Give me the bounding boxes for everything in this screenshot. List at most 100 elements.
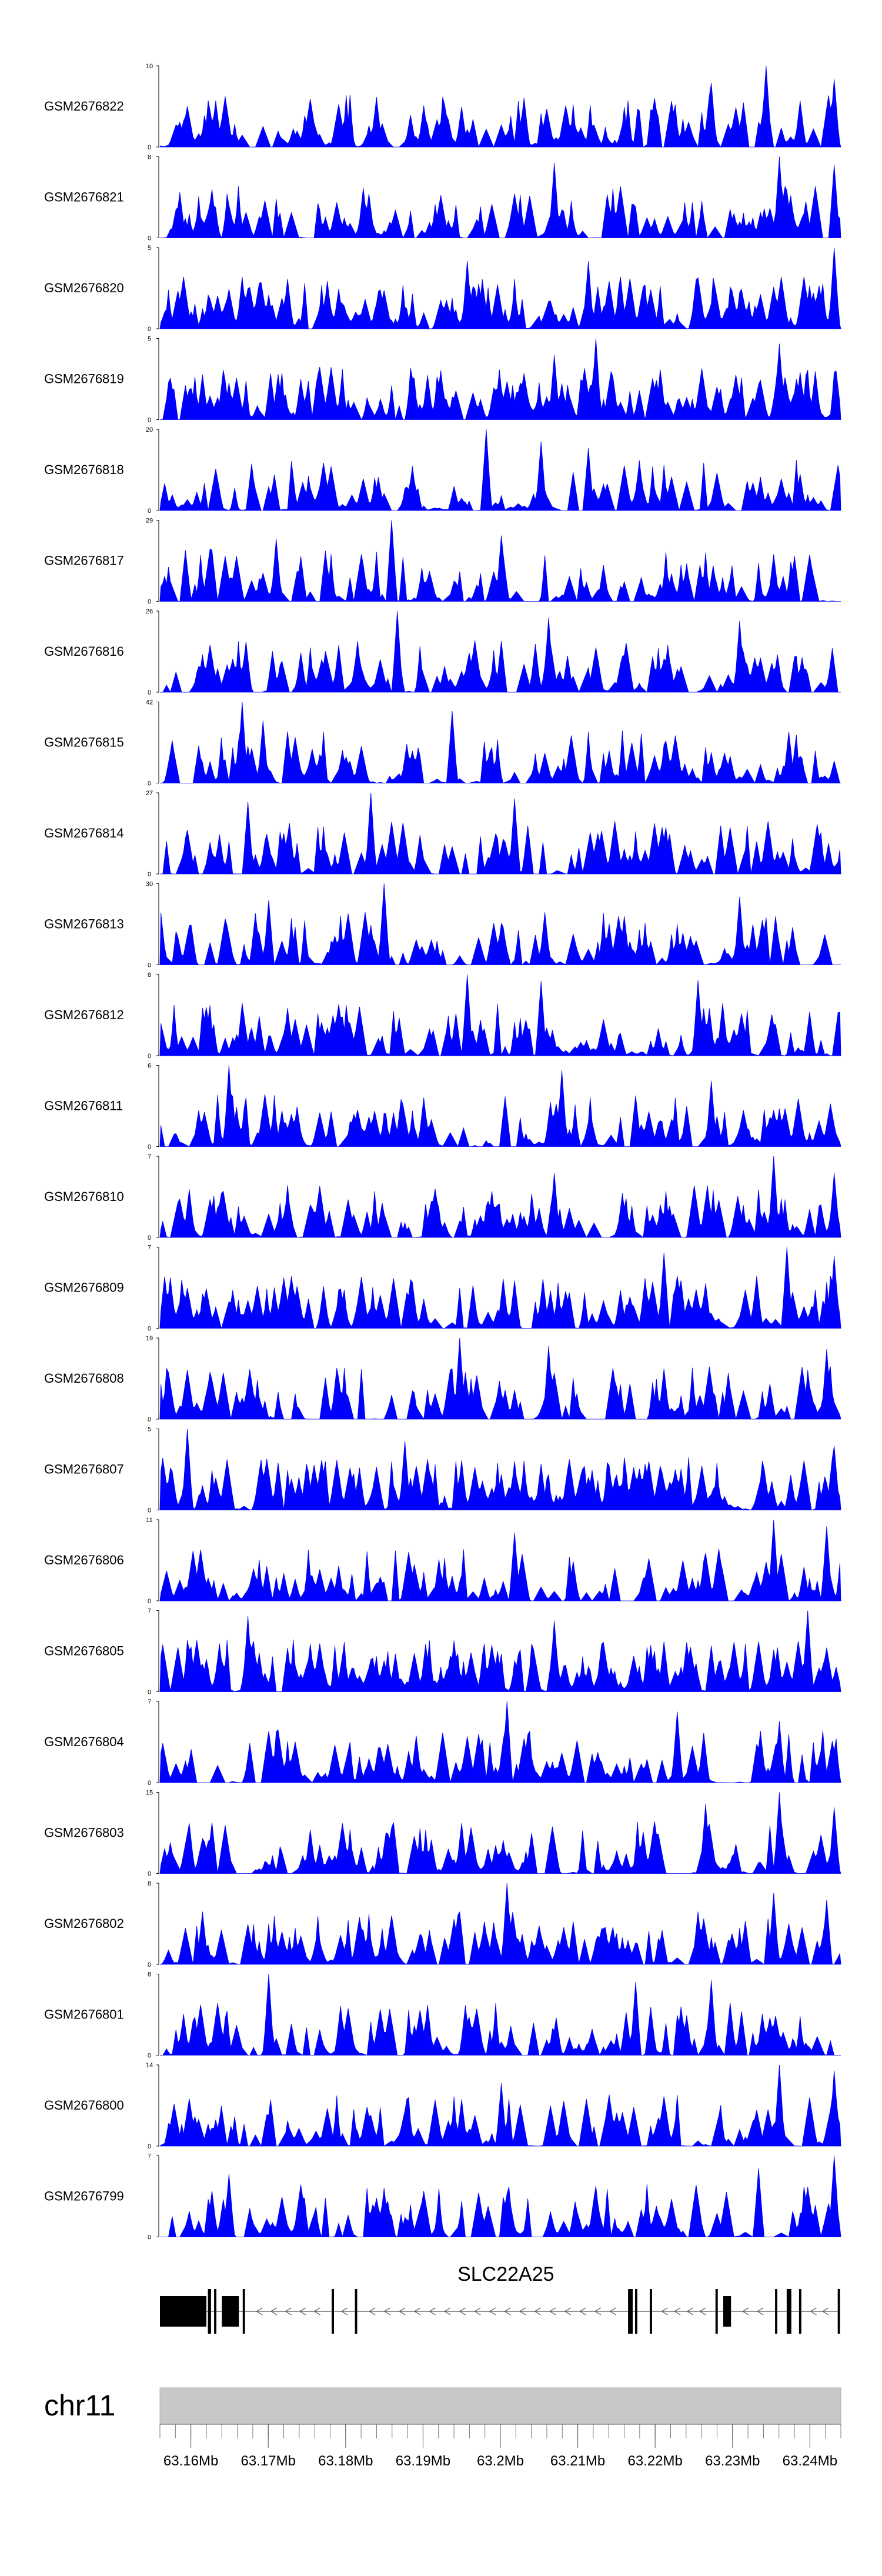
strand-arrow: [443, 2307, 451, 2315]
coverage-area: [160, 792, 841, 875]
strand-arrow: [383, 2307, 391, 2315]
track-label: GSM2676808: [44, 1371, 124, 1386]
coverage-area: [159, 2064, 841, 2147]
track-label: GSM2676805: [44, 1644, 124, 1659]
strand-arrow: [429, 2307, 436, 2315]
coverage-area: [159, 1337, 841, 1420]
y-max-label: 7: [148, 1608, 151, 1615]
gene-track: SLC22A25: [160, 2263, 840, 2334]
exon: [723, 2296, 731, 2327]
strand-arrow: [756, 2307, 764, 2315]
y-zero-label: 0: [148, 1234, 151, 1242]
coverage-area: [160, 1974, 841, 2057]
track-label: GSM2676821: [44, 190, 124, 205]
y-max-label: 7: [148, 1699, 151, 1706]
strand-arrow: [661, 2307, 668, 2315]
track-GSM2676814: GSM2676814 27 0: [44, 790, 841, 878]
strand-arrow: [399, 2307, 406, 2315]
strand-arrow: [609, 2307, 616, 2315]
x-tick-label: 63.16Mb: [163, 2453, 218, 2469]
y-max-label: 10: [146, 63, 153, 70]
y-zero-label: 0: [148, 1144, 151, 1151]
y-max-label: 5: [148, 336, 151, 343]
y-max-label: 29: [146, 518, 153, 525]
strand-arrow: [519, 2307, 526, 2315]
x-tick-label: 63.24Mb: [783, 2453, 837, 2469]
exon: [332, 2289, 334, 2334]
track-GSM2676819: GSM2676819 5 0: [44, 336, 841, 424]
y-zero-label: 0: [148, 144, 151, 151]
y-max-label: 5: [148, 245, 151, 252]
signal-tracks: GSM2676822100GSM267682180GSM267682050GSM…: [44, 63, 841, 2241]
track-GSM2676799: GSM2676799 7 0: [44, 2153, 841, 2241]
y-max-label: 6: [148, 1063, 151, 1070]
x-tick-label: 63.21Mb: [550, 2453, 605, 2469]
strand-arrow: [489, 2307, 496, 2315]
coverage-area: [159, 883, 841, 966]
y-zero-label: 0: [148, 2234, 151, 2241]
track-GSM2676818: GSM2676818 20 0: [44, 426, 841, 515]
y-zero-label: 0: [148, 1416, 151, 1423]
coverage-area: [159, 1519, 841, 1602]
exon: [208, 2289, 211, 2334]
track-label: GSM2676809: [44, 1280, 124, 1295]
coverage-area: [159, 1156, 841, 1238]
y-zero-label: 0: [148, 417, 151, 424]
y-zero-label: 0: [148, 1780, 151, 1787]
strand-arrow: [821, 2307, 829, 2315]
coverage-area: [159, 1701, 841, 1784]
track-label: GSM2676799: [44, 2189, 124, 2204]
x-tick-label: 63.2Mb: [477, 2453, 524, 2469]
coverage-area: [160, 610, 841, 693]
strand-arrow: [368, 2307, 376, 2315]
track-label: GSM2676801: [44, 2007, 124, 2022]
exon: [799, 2289, 801, 2334]
strand-arrow: [594, 2307, 602, 2315]
y-zero-label: 0: [148, 1871, 151, 1878]
strand-arrow: [270, 2307, 278, 2315]
strand-arrow: [534, 2307, 541, 2315]
coverage-area: [160, 156, 841, 239]
strand-arrow: [299, 2307, 306, 2315]
track-GSM2676809: GSM2676809 7 0: [44, 1244, 841, 1333]
y-zero-label: 0: [148, 2053, 151, 2060]
chromosome-band: [159, 2387, 841, 2425]
x-tick-label: 63.23Mb: [705, 2453, 760, 2469]
track-GSM2676810: GSM2676810 7 0: [44, 1153, 841, 1242]
track-label: GSM2676820: [44, 281, 124, 295]
exon: [650, 2289, 652, 2334]
y-zero-label: 0: [148, 689, 151, 696]
strand-arrow: [313, 2307, 320, 2315]
track-label: GSM2676816: [44, 644, 124, 659]
strand-arrow: [686, 2307, 693, 2315]
track-label: GSM2676814: [44, 826, 124, 840]
track-GSM2676803: GSM2676803 15 0: [44, 1790, 841, 1878]
track-label: GSM2676818: [44, 462, 124, 477]
y-zero-label: 0: [148, 1689, 151, 1696]
exon: [775, 2289, 777, 2334]
exon: [715, 2289, 718, 2334]
y-zero-label: 0: [148, 235, 151, 242]
track-GSM2676822: GSM2676822 10 0: [44, 63, 841, 151]
strand-arrow: [504, 2307, 511, 2315]
track-label: GSM2676817: [44, 553, 124, 568]
track-label: GSM2676812: [44, 1007, 124, 1022]
track-GSM2676817: GSM2676817 29 0: [44, 518, 841, 606]
strand-arrow: [256, 2307, 263, 2315]
y-zero-label: 0: [148, 1598, 151, 1605]
track-GSM2676812: GSM2676812 8 0: [44, 972, 841, 1060]
track-GSM2676802: GSM2676802 8 0: [44, 1880, 841, 1968]
coverage-area: [159, 429, 841, 511]
coverage-area: [160, 702, 841, 784]
coverage-area: [159, 1429, 841, 1510]
y-max-label: 30: [146, 881, 153, 888]
y-max-label: 7: [148, 1153, 151, 1160]
exon: [222, 2296, 239, 2327]
coverage-area: [159, 247, 841, 329]
track-label: GSM2676811: [44, 1099, 123, 1113]
y-zero-label: 0: [148, 508, 151, 515]
track-GSM2676815: GSM2676815 42 0: [44, 699, 841, 788]
x-tick-label: 63.18Mb: [318, 2453, 373, 2469]
track-label: GSM2676804: [44, 1734, 124, 1749]
y-max-label: 5: [148, 1426, 151, 1433]
